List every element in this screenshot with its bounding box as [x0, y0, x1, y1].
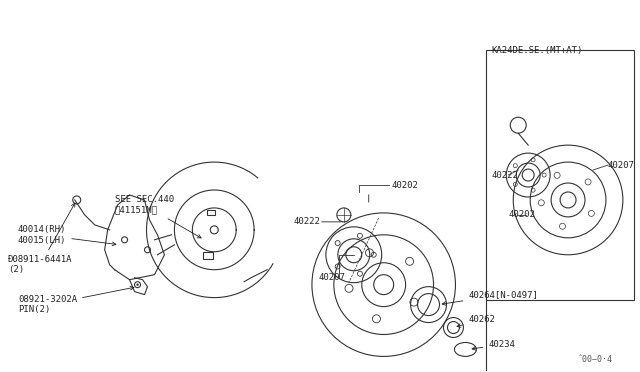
Text: 40262: 40262 [457, 315, 495, 327]
Text: 40202: 40202 [508, 211, 535, 219]
Text: 40207: 40207 [608, 161, 635, 170]
Text: SEE SEC.440
〄41151M々: SEE SEC.440 〄41151M々 [115, 195, 201, 238]
Text: 40234: 40234 [472, 340, 515, 350]
Bar [486, 51, 634, 299]
Text: 08921-3202A
PIN(2): 08921-3202A PIN(2) [18, 286, 134, 314]
Bar [204, 252, 213, 259]
Bar [207, 210, 215, 215]
Text: ˆ00−0·4: ˆ00−0·4 [578, 355, 613, 364]
Text: 40264[N-0497]: 40264[N-0497] [442, 290, 538, 305]
Text: 40014(RH)
40015(LH): 40014(RH) 40015(LH) [18, 225, 116, 246]
Text: 40207: 40207 [319, 273, 346, 282]
Text: Ð08911-6441A
(2): Ð08911-6441A (2) [8, 203, 75, 275]
Text: 40222: 40222 [294, 217, 321, 227]
Text: 40202: 40202 [392, 180, 419, 189]
Text: 40222: 40222 [492, 170, 518, 180]
Circle shape [136, 283, 139, 286]
Text: KA24DE.SE.(MT+AT): KA24DE.SE.(MT+AT) [492, 46, 582, 55]
